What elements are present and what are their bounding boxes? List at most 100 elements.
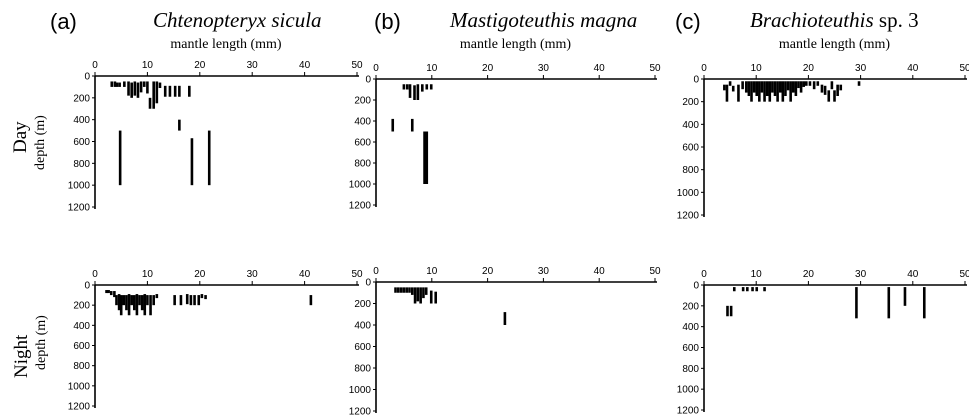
chart-b-day-x-tick-label: 0 bbox=[373, 63, 379, 74]
chart-a-night-x-tick-label: 10 bbox=[142, 269, 154, 280]
chart-c-day-bar bbox=[737, 84, 740, 102]
chart-c-day-bar bbox=[812, 81, 816, 90]
chart-c-day-bar bbox=[778, 81, 782, 93]
chart-c-day-bar bbox=[741, 81, 744, 90]
chart-a-night-x-tick-label: 0 bbox=[92, 269, 98, 280]
chart-c-day-x-tick-label: 40 bbox=[907, 63, 919, 74]
chart-a-night-bar bbox=[130, 295, 133, 306]
chart-a-night-bar bbox=[138, 295, 141, 306]
chart-a-day-bar bbox=[152, 81, 155, 109]
chart-b-night-x-tick-label: 30 bbox=[538, 266, 550, 277]
chart-a-night-bar bbox=[109, 291, 113, 296]
chart-c-night-x-tick-label: 20 bbox=[803, 269, 815, 280]
chart-c-day-bar bbox=[797, 81, 800, 89]
chart-c-day-x-tick-label: 30 bbox=[855, 63, 867, 74]
chart-a-night-bar bbox=[149, 295, 152, 316]
chart-b-day-xlabel: mantle length (mm) bbox=[460, 37, 572, 52]
row-label-night: Night depth (m) bbox=[11, 315, 49, 378]
chart-a-night-bar bbox=[127, 294, 131, 316]
chart-a-night-bar bbox=[193, 295, 196, 306]
chart-c-night-bar bbox=[751, 287, 754, 292]
chart-c-night-y-tick-label: 200 bbox=[682, 301, 699, 312]
chart-a-day-bar bbox=[148, 97, 152, 109]
chart-c-day-bar bbox=[823, 85, 827, 95]
chart-a-night-y-tick-label: 800 bbox=[73, 361, 90, 372]
chart-c-day-bar bbox=[789, 81, 792, 102]
chart-a-night-bar bbox=[107, 290, 110, 294]
chart-b-night-bar bbox=[424, 287, 428, 295]
chart-a-day-bar bbox=[168, 85, 172, 97]
chart-c-day-y-tick-label: 800 bbox=[682, 165, 699, 176]
chart-c-night-y-tick-label: 1000 bbox=[677, 385, 700, 396]
chart-c-day-bar bbox=[773, 81, 777, 96]
chart-b-day-x-tick-label: 50 bbox=[649, 63, 661, 74]
chart-a-day-x-tick-label: 10 bbox=[142, 60, 154, 71]
chart-b-night-x-tick-label: 40 bbox=[594, 266, 606, 277]
chart-a-day-bar bbox=[123, 81, 126, 87]
chart-c-night-y-tick-label: 600 bbox=[682, 343, 699, 354]
chart-c-day-bar bbox=[781, 81, 785, 102]
chart-b-night-y-tick-label: 600 bbox=[354, 342, 371, 353]
chart-b-day-y-tick-label: 1000 bbox=[349, 180, 372, 191]
chart-a-night-x-tick-label: 50 bbox=[351, 269, 363, 280]
chart-c-day-bar bbox=[791, 81, 795, 93]
chart-b-night-y-tick-label: 1000 bbox=[349, 385, 372, 396]
chart-b-day-bar bbox=[391, 118, 395, 132]
chart-a-night-x-tick-label: 20 bbox=[194, 269, 206, 280]
chart-b-day-y-tick-label: 400 bbox=[354, 117, 371, 128]
chart-a-night-bar bbox=[204, 295, 207, 300]
chart-a-day-bar bbox=[118, 130, 122, 186]
chart-c-day-bar bbox=[805, 81, 808, 86]
chart-c-night-bar bbox=[746, 287, 749, 292]
chart-b-day-bar bbox=[425, 84, 429, 90]
chart-a-night-bar bbox=[146, 295, 149, 306]
chart-c-day-bar bbox=[802, 81, 806, 87]
chart-b-night-bar bbox=[416, 287, 420, 302]
chart-b-day-bar bbox=[421, 84, 424, 92]
chart-c-day-bar bbox=[857, 81, 861, 86]
chart-c-night-bar bbox=[855, 287, 858, 319]
chart-c-day-bar bbox=[839, 84, 843, 91]
chart-b-night-bar bbox=[413, 287, 417, 304]
chart-a-day-x-tick-label: 40 bbox=[299, 60, 311, 71]
chart-c-day-y-tick-label: 400 bbox=[682, 120, 699, 131]
chart-a-night-x-tick-label: 40 bbox=[299, 269, 311, 280]
chart-c-night-bar bbox=[763, 287, 766, 292]
chart-c-day-bar bbox=[750, 81, 753, 102]
chart-a-night-bar bbox=[200, 294, 204, 299]
chart-a-night-bar bbox=[125, 295, 128, 311]
chart-a-day-bar bbox=[142, 81, 146, 87]
chart-b-night-y-tick-label: 0 bbox=[365, 278, 371, 289]
chart-b-night-bar bbox=[408, 287, 411, 293]
chart-a-day-bar bbox=[158, 82, 162, 89]
chart-b-night-y-tick-label: 1200 bbox=[349, 407, 372, 416]
chart-a-day-bar bbox=[127, 81, 130, 96]
chart-b-day: mantle length (mm)0 10 20 30 40 5002004006008… bbox=[349, 37, 661, 212]
chart-c-day-bar bbox=[760, 81, 764, 93]
chart-a-day-bar bbox=[190, 138, 194, 186]
chart-c-day-bar bbox=[836, 84, 839, 96]
chart-a-day-bar bbox=[173, 85, 177, 97]
chart-a-day-y-tick-label: 0 bbox=[84, 72, 90, 83]
chart-a-day-bar bbox=[178, 119, 181, 131]
chart-b-day-y-tick-label: 200 bbox=[354, 96, 371, 107]
chart-c-night: 0 10 20 30 40 50 0 200 400 600 800 1000 1200 bbox=[677, 269, 969, 416]
chart-c-night-bar bbox=[732, 287, 736, 292]
chart-a-night-y-tick-label: 1000 bbox=[68, 381, 91, 392]
chart-c-day-bar bbox=[731, 85, 735, 92]
chart-c-day-y-tick-label: 0 bbox=[693, 75, 699, 86]
chart-a-night-bar bbox=[309, 295, 313, 306]
chart-c-day-bar bbox=[784, 81, 787, 96]
chart-c-night-y-tick-label: 800 bbox=[682, 364, 699, 375]
chart-c-day-bar bbox=[768, 81, 772, 102]
chart-a-night-bar bbox=[155, 294, 159, 299]
chart-c-day-bar bbox=[728, 81, 732, 86]
chart-b-day-x-tick-label: 30 bbox=[538, 63, 550, 74]
chart-c-day-bar bbox=[725, 84, 729, 102]
chart-a-night-x-tick-label: 30 bbox=[247, 269, 259, 280]
chart-c-night-y-tick-label: 0 bbox=[693, 281, 699, 292]
chart-c-day-x-tick-label: 20 bbox=[803, 63, 815, 74]
chart-b-day-y-tick-label: 1200 bbox=[349, 201, 372, 212]
row-label-day: Day depth (m) bbox=[10, 115, 48, 170]
